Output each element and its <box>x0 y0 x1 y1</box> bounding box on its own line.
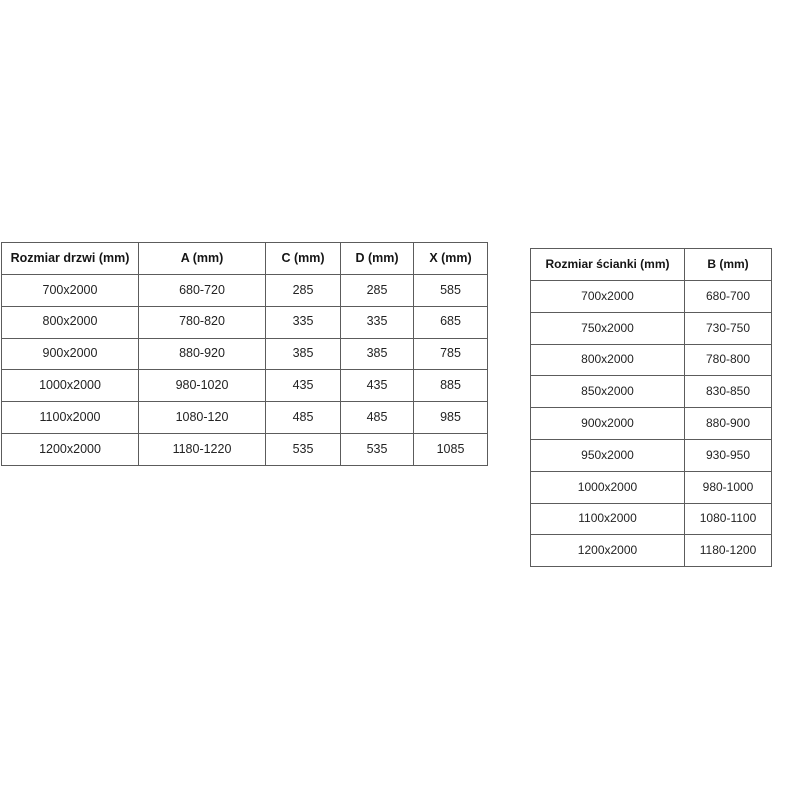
cell-c: 485 <box>265 401 341 434</box>
cell-d: 285 <box>340 274 414 307</box>
cell-b: 930-950 <box>684 438 772 472</box>
cell-door-size: 700x2000 <box>1 274 139 307</box>
cell-b: 1080-1100 <box>684 502 772 536</box>
cell-x: 785 <box>413 337 488 371</box>
cell-c: 335 <box>265 305 341 339</box>
column-header-door-size: Rozmiar drzwi (mm) <box>1 242 139 275</box>
column-header-c: C (mm) <box>265 242 341 275</box>
door-size-table: Rozmiar drzwi (mm) A (mm) C (mm) D (mm) … <box>1 242 488 466</box>
column-header-x: X (mm) <box>413 242 488 275</box>
cell-wall-size: 700x2000 <box>530 280 685 313</box>
cell-d: 385 <box>340 337 414 371</box>
table-row: 1200x2000 1180-1220 535 535 1085 <box>1 432 488 466</box>
cell-wall-size: 800x2000 <box>530 343 685 377</box>
cell-x: 685 <box>413 305 488 339</box>
cell-x: 985 <box>413 401 488 434</box>
cell-wall-size: 750x2000 <box>530 311 685 345</box>
cell-c: 435 <box>265 369 341 403</box>
cell-x: 885 <box>413 369 488 403</box>
cell-b: 680-700 <box>684 280 772 313</box>
table-row: 700x2000 680-700 <box>530 280 772 313</box>
column-header-d: D (mm) <box>340 242 414 275</box>
cell-door-size: 1000x2000 <box>1 369 139 403</box>
table-row: 1000x2000 980-1000 <box>530 470 772 504</box>
cell-door-size: 800x2000 <box>1 305 139 339</box>
cell-a: 1180-1220 <box>138 432 266 466</box>
cell-a: 980-1020 <box>138 369 266 403</box>
cell-c: 385 <box>265 337 341 371</box>
cell-wall-size: 950x2000 <box>530 438 685 472</box>
cell-c: 535 <box>265 432 341 466</box>
table-row: 1000x2000 980-1020 435 435 885 <box>1 369 488 403</box>
cell-x: 585 <box>413 274 488 307</box>
cell-c: 285 <box>265 274 341 307</box>
table-row: 800x2000 780-820 335 335 685 <box>1 305 488 339</box>
cell-a: 1080-120 <box>138 401 266 434</box>
cell-d: 435 <box>340 369 414 403</box>
table-row: 950x2000 930-950 <box>530 438 772 472</box>
table-row: 900x2000 880-900 <box>530 407 772 440</box>
cell-d: 485 <box>340 401 414 434</box>
cell-wall-size: 900x2000 <box>530 407 685 440</box>
table-row: 700x2000 680-720 285 285 585 <box>1 274 488 307</box>
wall-panel-size-table: Rozmiar ścianki (mm) B (mm) 700x2000 680… <box>530 248 772 568</box>
cell-b: 980-1000 <box>684 470 772 504</box>
table-row: 1100x2000 1080-120 485 485 985 <box>1 401 488 434</box>
cell-door-size: 900x2000 <box>1 337 139 371</box>
table-row: 1100x2000 1080-1100 <box>530 502 772 536</box>
cell-b: 880-900 <box>684 407 772 440</box>
cell-d: 535 <box>340 432 414 466</box>
cell-wall-size: 1200x2000 <box>530 534 685 568</box>
cell-b: 1180-1200 <box>684 534 772 568</box>
cell-wall-size: 1100x2000 <box>530 502 685 536</box>
table-header-row: Rozmiar ścianki (mm) B (mm) <box>530 248 772 281</box>
cell-x: 1085 <box>413 432 488 466</box>
table-row: 800x2000 780-800 <box>530 343 772 377</box>
table-header-row: Rozmiar drzwi (mm) A (mm) C (mm) D (mm) … <box>1 242 488 275</box>
cell-b: 830-850 <box>684 375 772 409</box>
table-row: 1200x2000 1180-1200 <box>530 534 772 568</box>
cell-a: 880-920 <box>138 337 266 371</box>
table-row: 750x2000 730-750 <box>530 311 772 345</box>
column-header-a: A (mm) <box>138 242 266 275</box>
cell-b: 730-750 <box>684 311 772 345</box>
table-row: 900x2000 880-920 385 385 785 <box>1 337 488 371</box>
cell-b: 780-800 <box>684 343 772 377</box>
cell-wall-size: 850x2000 <box>530 375 685 409</box>
column-header-wall-size: Rozmiar ścianki (mm) <box>530 248 685 281</box>
cell-door-size: 1200x2000 <box>1 432 139 466</box>
cell-door-size: 1100x2000 <box>1 401 139 434</box>
cell-a: 780-820 <box>138 305 266 339</box>
cell-wall-size: 1000x2000 <box>530 470 685 504</box>
cell-d: 335 <box>340 305 414 339</box>
column-header-b: B (mm) <box>684 248 772 281</box>
cell-a: 680-720 <box>138 274 266 307</box>
table-row: 850x2000 830-850 <box>530 375 772 409</box>
